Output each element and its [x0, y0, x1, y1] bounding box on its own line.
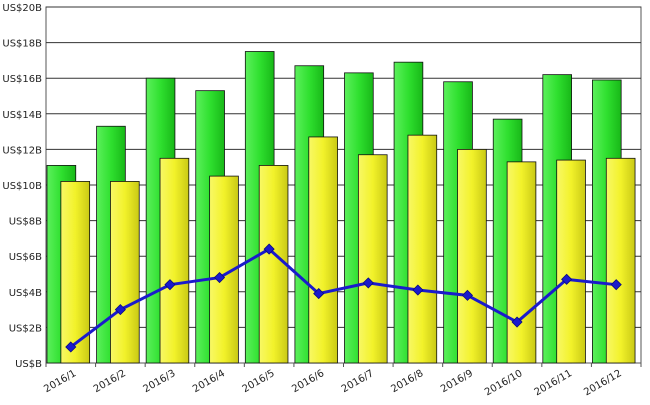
line-point: [610, 279, 622, 291]
bar-yellow: [506, 161, 537, 364]
y-tick-label: US$8B: [9, 217, 42, 228]
bar-yellow: [357, 154, 388, 364]
series-line: [69, 247, 617, 349]
y-tick-label: US$B: [15, 359, 42, 370]
y-tick-label: US$12B: [2, 145, 42, 156]
line-point: [65, 341, 77, 353]
line-point: [362, 277, 374, 289]
bar-yellow: [605, 157, 636, 364]
x-tick-label: 2016/12: [582, 368, 623, 398]
x-tick-label: 2016/10: [483, 368, 524, 398]
line-point: [114, 304, 126, 316]
bar-yellow: [159, 157, 190, 364]
bar-yellow: [407, 134, 438, 364]
x-tick-label: 2016/9: [439, 368, 475, 395]
y-tick-label: US$18B: [2, 39, 42, 50]
line-point: [213, 271, 226, 284]
line-point: [313, 288, 325, 300]
x-tick-label: 2016/1: [42, 368, 78, 395]
line-point: [164, 279, 176, 291]
x-tick-label: 2016/7: [340, 368, 376, 395]
y-tick-label: US$4B: [9, 288, 42, 299]
y-tick-label: US$16B: [2, 74, 42, 85]
bar-yellow: [258, 165, 289, 364]
x-tick-label: 2016/3: [141, 368, 177, 395]
y-tick-label: US$2B: [9, 323, 42, 334]
line-point: [412, 284, 424, 296]
bar-yellow: [60, 181, 91, 364]
line-point: [511, 316, 523, 328]
y-tick-label: US$14B: [2, 110, 42, 121]
bar-yellow: [110, 181, 140, 364]
line-point: [263, 243, 275, 255]
x-tick-label: 2016/2: [92, 368, 128, 395]
x-tick-label: 2016/5: [241, 368, 277, 395]
x-tick-label: 2016/8: [389, 368, 425, 395]
x-tick-label: 2016/11: [533, 368, 574, 398]
x-tick-label: 2016/6: [290, 368, 326, 395]
bar-yellow: [308, 136, 338, 364]
line-point: [561, 273, 573, 285]
y-tick-label: US$6B: [9, 252, 42, 263]
y-tick-label: US$10B: [2, 181, 42, 192]
line-point: [461, 289, 474, 301]
y-tick-label: US$20B: [2, 3, 42, 14]
bar-yellow: [556, 159, 586, 364]
x-tick-label: 2016/4: [191, 368, 227, 395]
bar-yellow: [457, 148, 487, 364]
